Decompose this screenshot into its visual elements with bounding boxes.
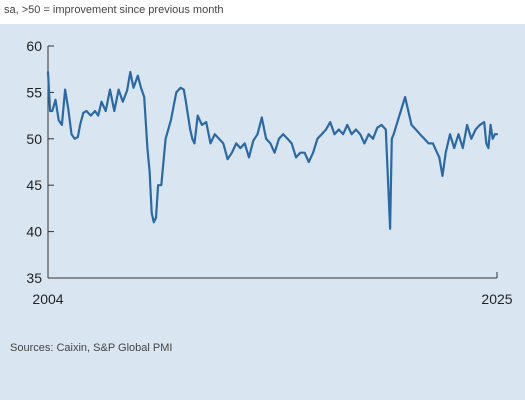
y-tick-label: 45 — [26, 177, 42, 193]
y-tick-label: 60 — [26, 38, 42, 54]
y-axis: 35 40 45 50 55 60 — [26, 38, 54, 286]
x-axis: 2004 2025 — [32, 272, 513, 307]
source-note: Sources: Caixin, S&P Global PMI — [10, 342, 173, 354]
y-tick-label: 40 — [26, 224, 42, 240]
y-tick-label: 50 — [26, 131, 42, 147]
x-tick-label: 2004 — [32, 291, 63, 307]
y-tick-label: 35 — [26, 270, 42, 286]
x-tick-label: 2025 — [481, 291, 512, 307]
series-line — [46, 70, 499, 230]
series-layer — [46, 70, 499, 230]
line-chart: 35 40 45 50 55 60 2004 2025 — [26, 38, 513, 307]
chart-subtitle: sa, >50 = improvement since previous mon… — [4, 4, 224, 16]
chart-panel: 35 40 45 50 55 60 2004 2025 Sources: Caixin, S… — [0, 24, 525, 400]
y-tick-label: 55 — [26, 84, 42, 100]
